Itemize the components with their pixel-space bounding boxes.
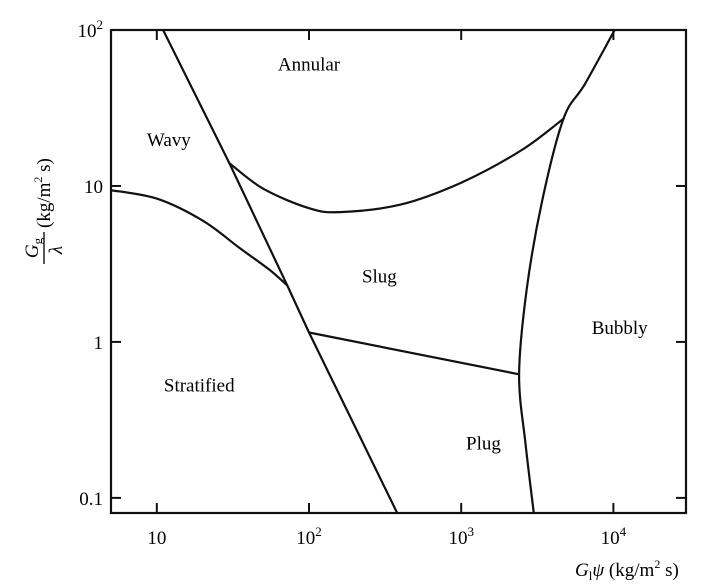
x-tick-label: 10 <box>147 528 166 549</box>
boundary-curves <box>111 30 616 513</box>
boundary-line-4 <box>307 331 521 376</box>
x-tick-label: 102 <box>296 524 322 549</box>
y-tick-label: 102 <box>78 17 104 42</box>
region-label-stratified: Stratified <box>164 376 235 397</box>
x-label-unit-end: s) <box>660 560 678 581</box>
boundary-line-3 <box>228 117 565 214</box>
region-label-plug: Plug <box>466 433 501 454</box>
axis-ticks: 10 102 103 104 0.1 1 10 102 <box>78 17 686 549</box>
x-tick-label: 104 <box>601 524 627 549</box>
y-label-unit-end: s) <box>34 158 55 176</box>
svg-text:Gg: Gg <box>22 237 45 258</box>
y-label-num-sub: g <box>30 237 45 244</box>
region-label-wavy: Wavy <box>147 130 191 151</box>
y-label-num: G <box>22 244 43 258</box>
plot-frame <box>109 28 688 515</box>
y-axis-label: Gg λ (kg/m2 s) <box>22 158 67 264</box>
x-label-sub: l <box>589 568 593 583</box>
x-label-var: ψ <box>592 560 605 581</box>
boundary-line-5 <box>517 30 616 513</box>
x-axis-label: Glψ (kg/m2 s) <box>575 557 679 583</box>
boundary-line-2 <box>111 189 289 287</box>
y-tick-label: 0.1 <box>79 489 103 510</box>
x-label-unit: (kg/m <box>604 560 654 581</box>
y-tick-label: 10 <box>84 177 103 198</box>
y-label-unit-exp: 2 <box>31 177 45 183</box>
y-label-unit: (kg/m <box>34 182 55 228</box>
x-tick-label: 103 <box>448 524 474 549</box>
x-label-main: G <box>575 560 589 581</box>
y-label-den: λ <box>46 246 67 255</box>
region-label-bubbly: Bubbly <box>592 318 648 339</box>
y-tick-label: 1 <box>94 333 104 354</box>
region-label-annular: Annular <box>278 54 341 75</box>
svg-text:(kg/m2 s): (kg/m2 s) <box>31 158 55 228</box>
x-label-unit-exp: 2 <box>654 557 660 571</box>
region-label-slug: Slug <box>362 267 397 288</box>
region-labels: Annular Wavy Slug Bubbly Stratified Plug <box>147 54 648 454</box>
